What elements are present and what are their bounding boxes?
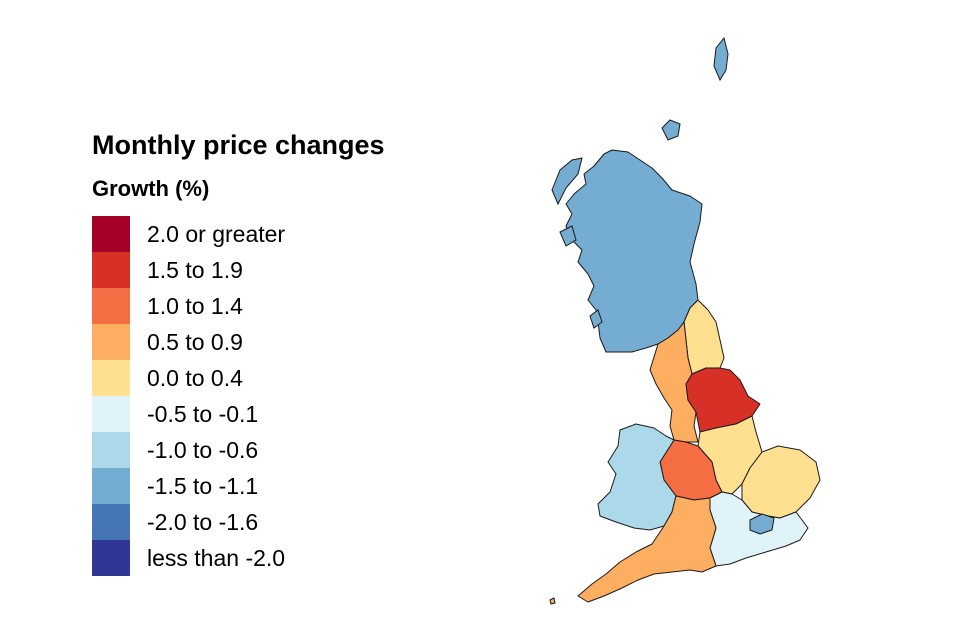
region-london [749, 513, 775, 535]
region-north-west [649, 321, 699, 443]
legend-swatch [92, 216, 130, 252]
legend-swatch [92, 360, 130, 396]
legend-title: Monthly price changes [92, 130, 385, 160]
legend-label: 2.0 or greater [147, 221, 286, 247]
legend-label: 0.5 to 0.9 [147, 329, 243, 355]
legend-label: -1.5 to -1.1 [147, 473, 259, 499]
legend-label: less than -2.0 [147, 545, 286, 571]
island-scilly [549, 597, 556, 605]
island-shetland [713, 36, 729, 82]
legend: Monthly price changes Growth (%) 2.0 or … [92, 128, 432, 576]
legend-item: -2.0 to -1.6 [92, 504, 432, 540]
region-north-east [683, 299, 725, 375]
legend-item: -1.5 to -1.1 [92, 468, 432, 504]
region-scotland [565, 149, 703, 353]
legend-item: -0.5 to -0.1 [92, 396, 432, 432]
legend-label: 0.0 to 0.4 [147, 365, 243, 391]
uk-region-map [500, 20, 850, 620]
island-islay [589, 309, 603, 329]
island-orkney [661, 119, 681, 141]
legend-item: less than -2.0 [92, 540, 432, 576]
legend-subtitle: Growth (%) [92, 176, 210, 201]
legend-item: -1.0 to -0.6 [92, 432, 432, 468]
island-lewis [551, 157, 583, 206]
legend-swatch [92, 324, 130, 360]
legend-label: -2.0 to -1.6 [147, 509, 259, 535]
legend-swatch [92, 396, 130, 432]
region-wales [597, 423, 677, 531]
legend-label: 1.5 to 1.9 [147, 257, 243, 283]
legend-swatch [92, 252, 130, 288]
legend-item: 2.0 or greater [92, 216, 432, 252]
legend-item: 0.0 to 0.4 [92, 360, 432, 396]
legend-swatch [92, 504, 130, 540]
legend-swatch [92, 288, 130, 324]
island-skye [559, 225, 577, 247]
legend-swatch [92, 540, 130, 576]
legend-items: 2.0 or greater 1.5 to 1.9 1.0 to 1.4 0.5… [92, 216, 432, 576]
legend-label: 1.0 to 1.4 [147, 293, 243, 319]
legend-item: 1.0 to 1.4 [92, 288, 432, 324]
legend-item: 1.5 to 1.9 [92, 252, 432, 288]
legend-item: 0.5 to 0.9 [92, 324, 432, 360]
legend-label: -1.0 to -0.6 [147, 437, 259, 463]
legend-label: -0.5 to -0.1 [147, 401, 259, 427]
region-south-west [577, 495, 717, 603]
legend-swatch [92, 432, 130, 468]
legend-swatch [92, 468, 130, 504]
